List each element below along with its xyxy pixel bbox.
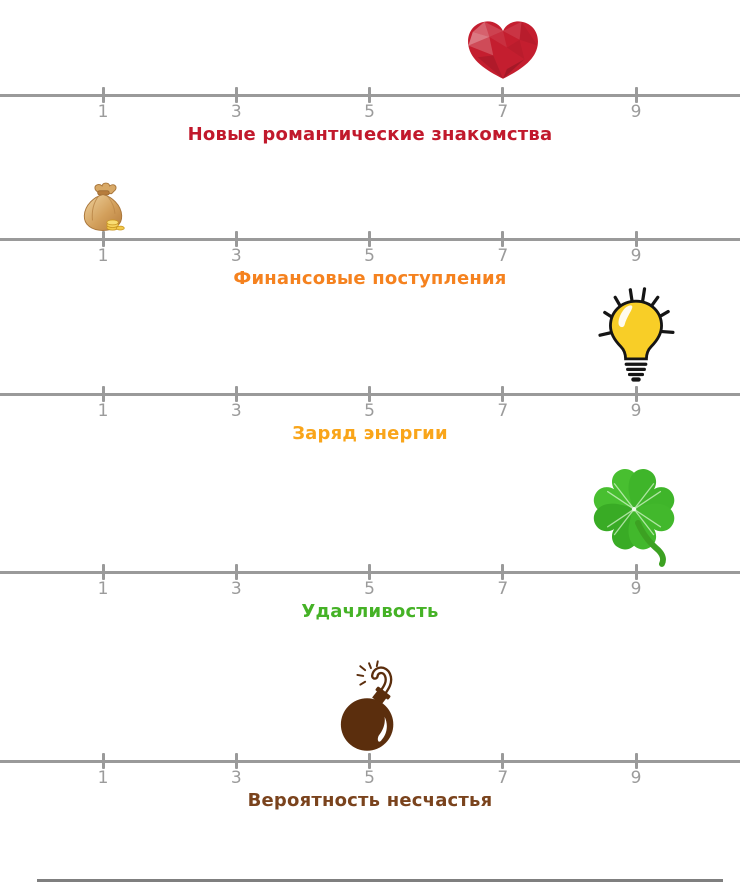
tick-label: 3 [230,768,242,788]
tick-label: 5 [364,246,375,266]
tick-label: 3 [230,579,242,599]
tick-mark [101,753,105,769]
tick-label: 5 [364,401,375,421]
tick-mark [101,231,105,247]
tick-mark [501,386,505,402]
tick-label: 3 [230,401,242,421]
clover-icon-svg [588,463,680,567]
tick-label: 9 [630,246,642,266]
scale-caption: Удачливость [301,601,439,622]
tick-mark [501,231,505,247]
tick-label: 3 [230,246,242,266]
bottom-divider [37,879,723,882]
tick-label: 5 [364,102,375,122]
tick-label: 1 [97,768,109,788]
tick-label: 7 [497,768,509,788]
tick-label: 7 [497,102,509,122]
tick-mark [368,386,371,402]
tick-mark [234,386,238,402]
scale-caption: Финансовые поступления [233,268,507,289]
tick-mark [634,87,638,103]
tick-mark [234,231,238,247]
tick-mark [634,564,638,580]
tick-label: 9 [630,102,642,122]
tick-mark [368,231,371,247]
scale-caption: Новые романтические знакомства [187,124,553,145]
light-bulb-icon [588,286,684,396]
tick-label: 1 [97,401,109,421]
heart-icon [464,18,542,85]
tick-mark [501,87,505,103]
tick-mark [634,753,638,769]
tick-mark [501,753,505,769]
scale-caption: Вероятность несчастья [247,790,493,811]
tick-label: 5 [364,579,375,599]
tick-mark [634,386,638,402]
tick-mark [368,753,371,769]
scale-caption: Заряд энергии [292,423,448,444]
light-bulb-icon-svg [598,287,675,382]
tick-mark [101,564,105,580]
tick-label: 5 [364,768,375,788]
bomb-icon [336,659,404,759]
money-bag-icon [80,182,126,236]
tick-label: 1 [97,102,109,122]
tick-mark [101,386,105,402]
tick-label: 9 [630,579,642,599]
tick-label: 1 [97,579,109,599]
tick-label: 1 [97,246,109,266]
tick-label: 9 [630,401,642,421]
tick-label: 7 [497,246,509,266]
heart-icon-svg [467,21,538,79]
tick-mark [501,564,505,580]
bomb-icon-svg [340,660,393,751]
tick-mark [368,564,371,580]
tick-label: 9 [630,768,642,788]
tick-mark [234,564,238,580]
tick-mark [634,231,638,247]
tick-mark [368,87,371,103]
tick-label: 3 [230,102,242,122]
money-bag-icon-svg [83,182,125,231]
tick-mark [101,87,105,103]
tick-mark [234,87,238,103]
tick-mark [234,753,238,769]
tick-label: 7 [497,401,509,421]
tick-label: 7 [497,579,509,599]
clover-icon [588,463,681,576]
